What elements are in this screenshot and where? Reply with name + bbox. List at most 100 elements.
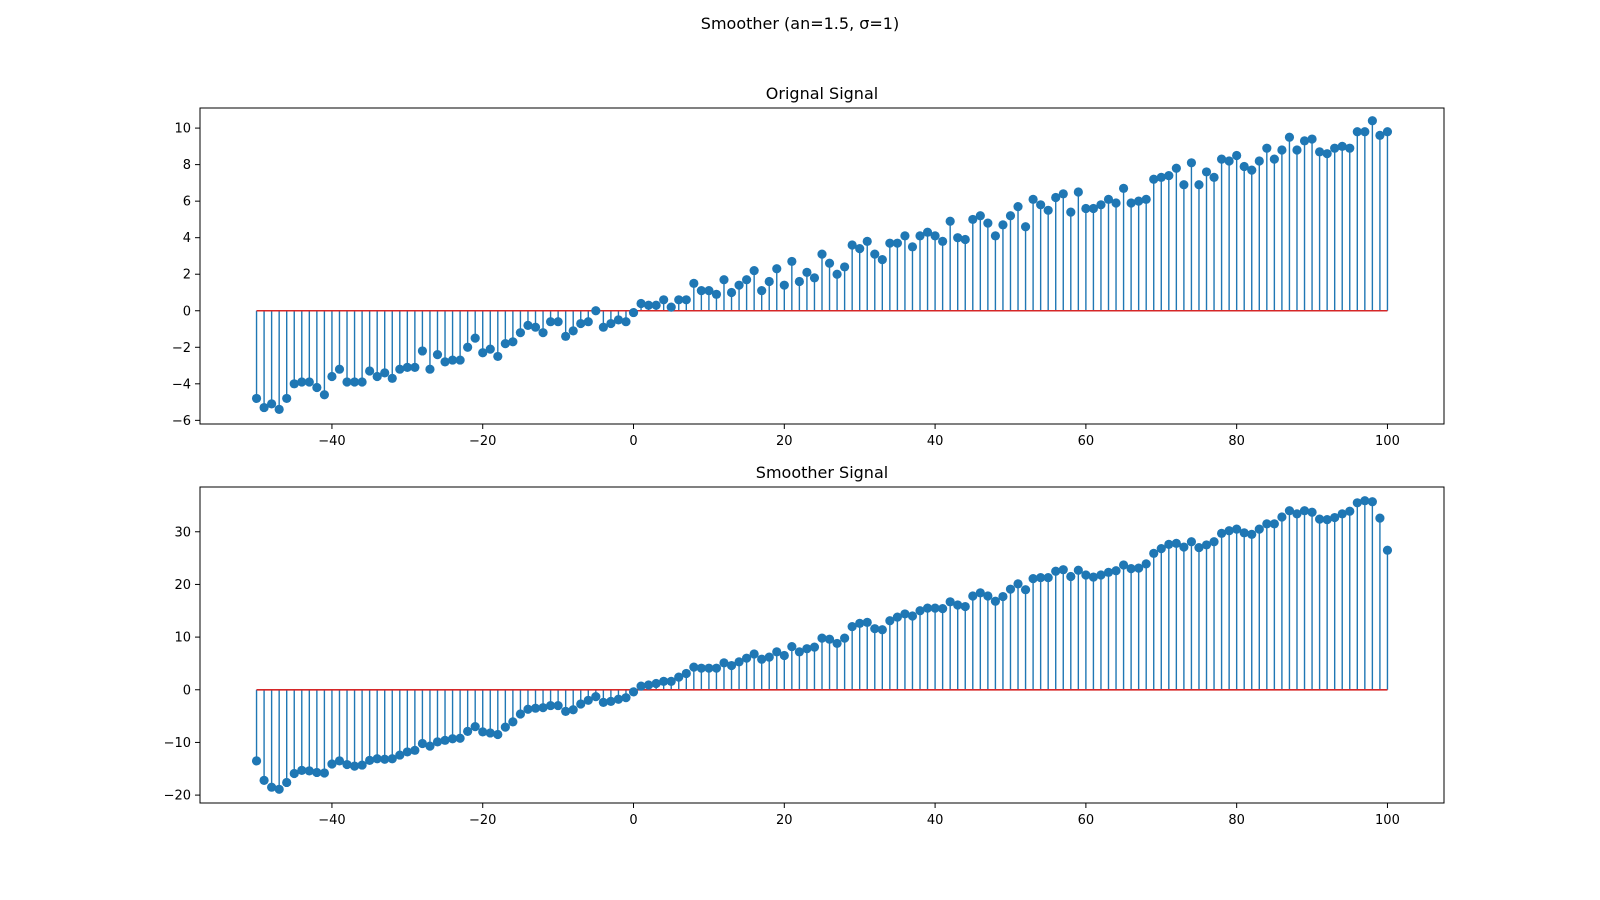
- original-data-point: [1013, 202, 1023, 212]
- smoother-data-point: [628, 687, 639, 697]
- original-data-point: [1081, 203, 1091, 214]
- original-data-point: [734, 280, 744, 290]
- smoother-data-point: [1209, 537, 1219, 547]
- smoother-data-point: [726, 660, 737, 671]
- smoother-data-point: [1171, 538, 1181, 548]
- original-data-point: [312, 382, 322, 393]
- smoother-data-point: [282, 777, 292, 788]
- smoother-data-point: [983, 591, 993, 601]
- original-data-point: [1066, 207, 1076, 217]
- original-data-point: [1315, 147, 1325, 157]
- original-data-point: [1051, 192, 1061, 203]
- smoother-data-point: [847, 621, 857, 632]
- original-data-point: [342, 377, 352, 387]
- smoother-data-point: [274, 784, 284, 794]
- original-data-point: [1020, 222, 1031, 232]
- original-data-point: [1118, 183, 1129, 193]
- original-data-point: [1096, 200, 1106, 210]
- original-data-point: [711, 289, 722, 299]
- original-data-point: [538, 328, 548, 338]
- original-data-point: [1103, 194, 1114, 204]
- smoother-data-point: [1232, 524, 1242, 534]
- original-x-tick-label: 0: [629, 434, 637, 449]
- smoother-data-point: [1247, 529, 1257, 540]
- original-data-point: [432, 349, 443, 360]
- original-data-point: [1247, 165, 1257, 175]
- original-x-tick-label: 80: [1228, 434, 1245, 449]
- smoother-data-point: [824, 634, 835, 644]
- original-data-point: [772, 264, 782, 274]
- original-data-point: [334, 364, 345, 374]
- smoother-data-point: [1096, 570, 1106, 580]
- original-data-point: [1284, 132, 1295, 142]
- smoother-x-tick-label: 60: [1078, 813, 1095, 828]
- smoother-data-point: [779, 650, 789, 661]
- smoother-data-point: [1322, 515, 1332, 525]
- original-data-point: [1330, 143, 1340, 153]
- original-data-point: [726, 287, 737, 298]
- smoother-data-point: [1299, 506, 1310, 516]
- original-data-point: [892, 238, 902, 248]
- smoother-data-point: [515, 709, 526, 719]
- original-data-point: [855, 244, 865, 254]
- smoother-data-point: [877, 625, 887, 635]
- smoother-data-point: [538, 703, 548, 713]
- original-data-point: [470, 333, 480, 343]
- smoother-data-point: [380, 754, 390, 764]
- original-data-point: [395, 364, 405, 374]
- original-data-point: [990, 231, 1001, 241]
- smoother-data-point: [440, 735, 450, 745]
- smoother-data-point: [1284, 506, 1295, 516]
- original-data-point: [757, 286, 767, 296]
- smoother-data-point: [410, 745, 420, 755]
- original-data-point: [1111, 198, 1121, 208]
- smoother-y-tick-label: 10: [174, 631, 191, 646]
- original-data-point: [983, 218, 993, 228]
- original-data-point: [1337, 141, 1347, 151]
- original-data-point: [1186, 158, 1197, 168]
- smoother-data-point: [787, 641, 797, 652]
- smoother-data-point: [319, 768, 329, 778]
- original-data-point: [259, 402, 269, 413]
- smoother-data-point: [975, 588, 985, 598]
- original-data-point: [659, 295, 669, 305]
- smoother-data-point: [1103, 567, 1114, 577]
- smoother-data-point: [432, 737, 443, 747]
- original-data-point: [1194, 180, 1204, 190]
- original-data-point: [666, 302, 676, 312]
- original-data-point: [1277, 145, 1287, 155]
- original-data-point: [719, 275, 729, 285]
- original-data-point: [410, 362, 420, 372]
- smoother-data-point: [1013, 579, 1023, 589]
- original-data-point: [1360, 127, 1370, 137]
- smoother-data-point: [561, 706, 571, 716]
- smoother-data-point: [267, 782, 277, 792]
- original-data-point: [1134, 196, 1144, 206]
- smoother-x-tick-label: 100: [1375, 813, 1400, 828]
- original-x-tick-label: 100: [1375, 434, 1400, 449]
- smoother-data-point: [447, 734, 458, 744]
- smoother-data-point: [659, 676, 669, 686]
- original-data-point: [787, 256, 797, 267]
- original-y-tick-label: 10: [174, 122, 191, 137]
- smoother-data-point: [297, 765, 307, 775]
- smoother-x-tick-label: 40: [927, 813, 944, 828]
- original-data-point: [877, 255, 887, 265]
- smoother-data-point: [500, 722, 510, 732]
- original-data-point: [975, 211, 985, 221]
- original-data-point: [764, 276, 774, 287]
- original-data-point: [674, 295, 684, 305]
- smoother-data-point: [1315, 514, 1325, 524]
- smoother-data-point: [387, 754, 397, 764]
- original-data-point: [1224, 156, 1234, 166]
- original-axes-frame: [199, 107, 1445, 425]
- smoother-data-point: [1262, 519, 1272, 529]
- original-data-point: [922, 227, 933, 237]
- original-y-tick-label: −6: [172, 414, 191, 429]
- original-data-point: [598, 322, 608, 332]
- original-data-point: [591, 306, 601, 316]
- smoother-data-point: [1134, 563, 1144, 573]
- smoother-data-point: [493, 729, 503, 740]
- original-data-point: [809, 273, 820, 283]
- original-x-tick-label: −40: [318, 434, 345, 449]
